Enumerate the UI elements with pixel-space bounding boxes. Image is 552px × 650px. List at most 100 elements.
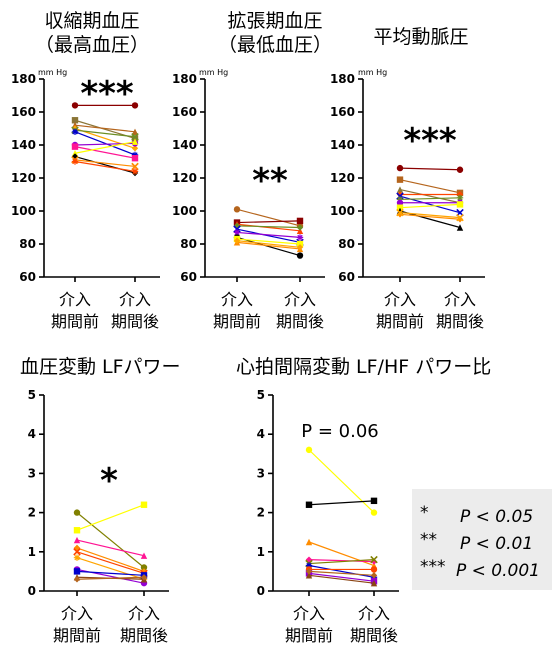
x-category-line: 期間後: [276, 312, 324, 331]
data-point: [74, 527, 80, 533]
x-category-line: 期間後: [350, 626, 398, 645]
y-tick-label: 120: [172, 171, 197, 185]
x-category-line: 介入: [59, 290, 91, 309]
data-point: [74, 509, 80, 515]
y-tick-label: 100: [11, 204, 36, 218]
y-tick-label: 80: [338, 237, 355, 251]
y-tick-label: 1: [257, 545, 265, 559]
y-tick-label: 2: [257, 506, 265, 520]
legend-text-1: P < 0.05: [460, 507, 533, 527]
chart-title-line: 平均動脈圧: [373, 26, 468, 48]
data-point: [132, 168, 138, 174]
unit-label: mm Hg: [38, 68, 67, 77]
data-point: [132, 155, 138, 161]
series-line: [77, 552, 144, 574]
y-tick-label: 60: [19, 270, 36, 284]
x-category-line: 期間前: [53, 626, 101, 645]
data-point: [234, 206, 240, 212]
y-tick-label: 180: [330, 72, 355, 86]
p-value-annotation: P = 0.06: [301, 421, 378, 442]
series-line: [77, 540, 144, 556]
y-tick-label: 140: [330, 138, 355, 152]
data-point: [371, 509, 377, 515]
x-category-label: 介入期間後: [436, 290, 484, 331]
x-category-label: 介入期間前: [213, 290, 261, 331]
data-point: [297, 218, 303, 224]
data-point: [141, 502, 147, 508]
chart-title-line: （最低血圧）: [218, 34, 332, 56]
legend-stars-2: **: [420, 530, 437, 550]
x-category-line: 介入: [358, 604, 390, 623]
unit-label: mm Hg: [358, 68, 387, 77]
y-tick-label: 1: [28, 545, 36, 559]
y-tick-label: 160: [172, 105, 197, 119]
series-line: [400, 180, 460, 193]
x-category-line: 介入: [444, 290, 476, 309]
x-category-label: 介入期間後: [276, 290, 324, 331]
chart-title: 拡張期血圧（最低血圧）: [218, 10, 332, 56]
x-category-line: 介入: [128, 604, 160, 623]
y-tick-label: 4: [28, 427, 36, 441]
chart-panel-2: 拡張期血圧（最低血圧）mm Hg6080100120140160180介入期間前…: [172, 10, 332, 331]
series-2: [74, 502, 147, 534]
x-category-line: 期間後: [111, 312, 159, 331]
significance-legend: * P < 0.05 ** P < 0.01 *** P < 0.001: [412, 489, 552, 590]
x-category-line: 期間前: [51, 312, 99, 331]
y-tick-label: 100: [330, 204, 355, 218]
series-line: [237, 232, 300, 237]
chart-title-line: 血圧変動 LFパワー: [20, 356, 181, 378]
chart-title-line: 拡張期血圧: [227, 10, 322, 32]
chart-title: 血圧変動 LFパワー: [20, 356, 181, 378]
y-tick-label: 120: [11, 171, 36, 185]
series-3: [306, 539, 377, 569]
series-1: [306, 447, 377, 516]
series-line: [237, 209, 300, 226]
x-category-label: 介入期間前: [51, 290, 99, 331]
y-tick-label: 60: [338, 270, 355, 284]
data-point: [72, 129, 78, 135]
x-category-line: 介入: [119, 290, 151, 309]
y-tick-label: 160: [330, 105, 355, 119]
x-category-line: 期間後: [436, 312, 484, 331]
significance-stars: *: [100, 461, 118, 501]
x-category-line: 期間前: [213, 312, 261, 331]
y-tick-label: 180: [11, 72, 36, 86]
x-category-line: 介入: [293, 604, 325, 623]
data-point: [297, 252, 303, 258]
data-point: [457, 167, 463, 173]
y-tick-label: 2: [28, 506, 36, 520]
data-point: [74, 568, 80, 574]
x-category-line: 期間前: [376, 312, 424, 331]
chart-title: 心拍間隔変動 LF/HF パワー比: [236, 356, 491, 378]
y-tick-label: 4: [257, 427, 265, 441]
y-tick-label: 3: [28, 466, 36, 480]
data-point: [74, 554, 80, 560]
chart-title-line: 心拍間隔変動 LF/HF パワー比: [236, 356, 491, 378]
y-tick-label: 100: [172, 204, 197, 218]
y-tick-label: 5: [28, 388, 36, 402]
y-tick-label: 80: [19, 237, 36, 251]
x-category-line: 期間前: [285, 626, 333, 645]
legend-text-3: P < 0.001: [456, 561, 540, 581]
data-point: [72, 102, 78, 108]
x-category-line: 介入: [61, 604, 93, 623]
x-category-label: 介入期間後: [350, 604, 398, 645]
x-category-line: 介入: [284, 290, 316, 309]
significance-stars: ***: [80, 74, 134, 114]
series-line: [400, 190, 460, 203]
series-1: [397, 165, 463, 173]
y-tick-label: 0: [257, 584, 265, 598]
y-tick-label: 120: [330, 171, 355, 185]
x-category-line: 介入: [221, 290, 253, 309]
legend-stars-1: *: [420, 503, 429, 523]
y-tick-label: 140: [11, 138, 36, 152]
x-category-label: 介入期間前: [376, 290, 424, 331]
data-point: [397, 176, 403, 182]
data-point: [457, 201, 463, 207]
data-point: [371, 566, 377, 572]
y-tick-label: 180: [172, 72, 197, 86]
chart-panel-1: 収縮期血圧（最高血圧） mm Hg 60 80 100 120 140 160 180 介入期間前…: [11, 10, 160, 331]
y-tick-label: 160: [11, 105, 36, 119]
